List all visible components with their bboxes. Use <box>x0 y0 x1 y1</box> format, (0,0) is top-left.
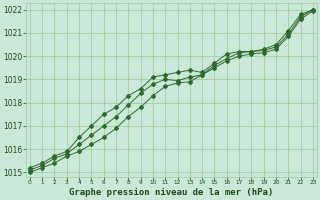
X-axis label: Graphe pression niveau de la mer (hPa): Graphe pression niveau de la mer (hPa) <box>69 188 274 197</box>
